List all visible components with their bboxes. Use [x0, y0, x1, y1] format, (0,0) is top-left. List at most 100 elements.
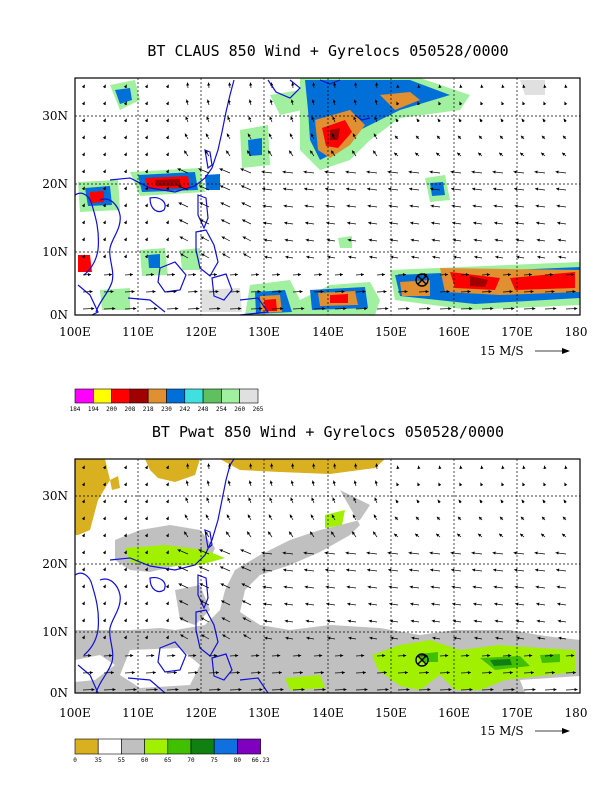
wind-vector-head [268, 531, 272, 535]
wind-vector-head [494, 602, 498, 606]
wind-vector-head [472, 568, 476, 572]
wind-vector-head [369, 255, 373, 259]
wind-vector-head [165, 499, 169, 504]
wind-vector-head [368, 238, 372, 242]
wind-vector-head [374, 497, 378, 501]
wind-vector-head [436, 533, 440, 537]
wind-vector-head [81, 237, 85, 242]
wind-vector-head [562, 152, 566, 156]
wind-vector-head [542, 118, 546, 123]
wind-vector-head [555, 551, 559, 555]
colorbar: 184 194 200 208 218 230 242 248 254 260 265 [70, 388, 264, 413]
wind-vector-head [165, 618, 169, 623]
wind-vector-head [513, 170, 517, 174]
wind-vector-head [219, 168, 223, 172]
lat-label: 10N [42, 625, 68, 639]
wind-vector-head [91, 687, 95, 692]
wind-vector-head [304, 568, 308, 572]
wind-vector-head [448, 687, 452, 692]
wind-vector-head [515, 602, 519, 606]
wind-vector-head [551, 290, 555, 294]
wind-vector-head [263, 221, 267, 225]
wind-vector-head [290, 99, 294, 103]
wind-vector-head [543, 465, 547, 469]
wind-vector-head [289, 514, 293, 518]
wind-vector-head [123, 135, 127, 140]
wind-vector-head [562, 516, 567, 520]
wind-vector-head [311, 480, 315, 484]
wind-vector-head [325, 568, 329, 572]
wind-vector-head [150, 273, 154, 277]
wind-vector-head [102, 84, 106, 89]
wind-vector-head [81, 118, 85, 123]
colorbar-swatch [97, 738, 122, 755]
wind-vector-head [452, 221, 456, 225]
wind-vector-head [165, 465, 169, 470]
wind-vector-head [417, 465, 421, 469]
wind-vector-head [515, 619, 519, 623]
lon-label: 150E [375, 325, 407, 339]
colorbar-swatch [121, 738, 145, 755]
wind-vector-head [243, 253, 247, 257]
wind-vector-head [352, 150, 356, 154]
wind-vector-head [269, 116, 273, 120]
wind-vector-head [367, 568, 371, 572]
lon-label: 120E [185, 325, 217, 339]
wind-vector-head [221, 600, 225, 604]
colorbar-label: 184 [70, 406, 81, 413]
wind-vector-head [532, 306, 536, 311]
wind-vector-head [453, 255, 457, 259]
colorbar-label: 200 [106, 406, 117, 413]
wind-vector-head [144, 516, 148, 521]
lon-label: 160E [438, 706, 470, 720]
wind-vector-head [110, 671, 114, 675]
lat-axis-labels: 30N 20N 10N 0N [42, 109, 68, 322]
wind-vector-head [206, 116, 210, 120]
wind-vector-head [180, 253, 184, 257]
wind-vector-head [346, 568, 350, 572]
wind-vector-head [165, 101, 169, 106]
wind-vector-head [326, 619, 330, 623]
wind-vector-head [514, 204, 518, 208]
wind-vector-head [549, 273, 553, 277]
wind-vector-head [469, 306, 473, 311]
wind-vector-head [102, 465, 106, 470]
wind-vector-head [374, 480, 378, 484]
colorbar-swatch [147, 388, 167, 404]
wind-vector-head [320, 290, 324, 294]
panel-claus: BT CLAUS 850 Wind + Gyrelocs 050528/0000 [42, 42, 587, 413]
wind-vector-head [558, 255, 562, 259]
panel-title: BT Pwat 850 Wind + Gyrelocs 050528/0000 [152, 423, 504, 441]
wind-vector-head [144, 482, 148, 487]
wind-vector-head [269, 497, 273, 501]
wind-vector-head [151, 654, 155, 658]
wind-vector-head [473, 238, 477, 242]
wind-vector-head [269, 480, 273, 484]
wind-vector-head [494, 238, 498, 242]
wind-vector-head [532, 687, 536, 692]
wind-vector-head [511, 306, 515, 311]
wind-vector-head [152, 290, 156, 294]
wind-vector-head [108, 273, 112, 277]
wind-vector-head [198, 549, 202, 553]
wind-vector-head [409, 568, 413, 572]
wind-vector-head [543, 482, 547, 487]
wind-vector-head [445, 654, 449, 658]
colorbar-swatch [237, 738, 261, 755]
colorbar-label: 60 [141, 757, 149, 764]
wind-vector-head [227, 116, 231, 120]
wind-vector-head [366, 187, 371, 191]
wind-vector-head [493, 585, 497, 589]
wind-vector-head [270, 82, 274, 86]
wind-vector-head [520, 533, 524, 537]
wind-vector-head [327, 255, 331, 259]
wind-vector-head [81, 135, 85, 140]
wind-vector-head [453, 636, 457, 640]
wind-vector-head [467, 671, 471, 675]
wind-vector-head [369, 636, 373, 640]
wind-vector-head [171, 273, 175, 277]
wind-vector-head [283, 585, 287, 589]
wind-vector-head [110, 290, 114, 294]
wind-vector-head [354, 82, 358, 86]
wind-vector-head [81, 169, 85, 174]
